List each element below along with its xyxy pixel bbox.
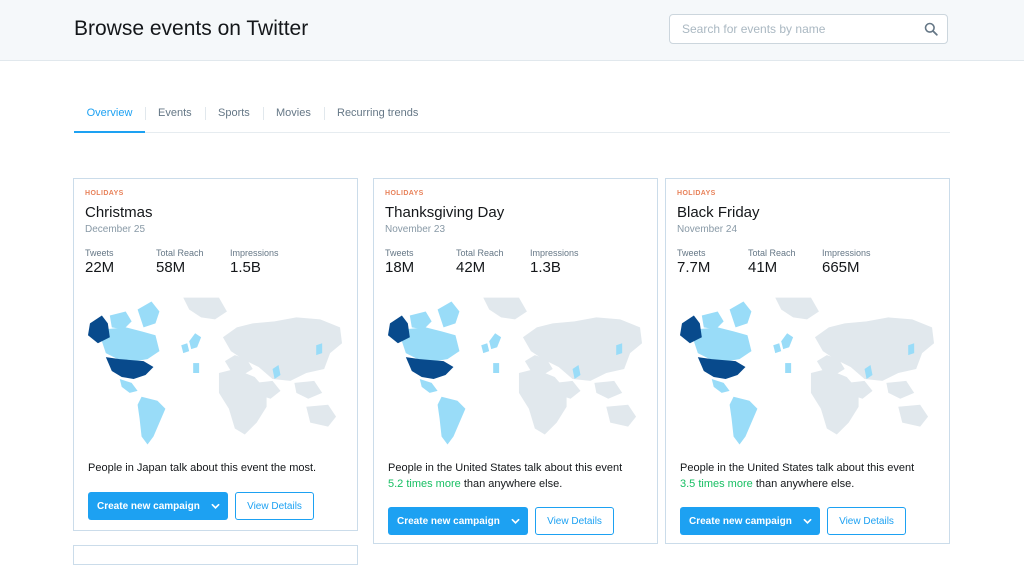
event-card-partial	[73, 545, 358, 565]
world-map	[87, 297, 343, 445]
event-card-christmas: HOLIDAYS Christmas December 25 Tweets 22…	[73, 178, 358, 531]
tweets-value: 22M	[85, 259, 115, 276]
view-details-button[interactable]: View Details	[535, 507, 614, 535]
tweets-value: 7.7M	[677, 259, 711, 276]
create-campaign-label: Create new campaign	[397, 516, 500, 527]
event-category: HOLIDAYS	[677, 190, 716, 197]
tab-divider	[145, 107, 146, 120]
impressions-value: 665M	[822, 259, 860, 276]
event-category: HOLIDAYS	[385, 190, 424, 197]
view-details-button[interactable]: View Details	[235, 492, 314, 520]
chevron-down-icon	[803, 518, 812, 524]
tweets-label: Tweets	[385, 248, 414, 258]
tweets-label: Tweets	[677, 248, 706, 258]
event-insight: People in Japan talk about this event th…	[88, 460, 338, 476]
chevron-down-icon	[211, 503, 220, 509]
tab-divider	[324, 107, 325, 120]
impressions-value: 1.3B	[530, 259, 561, 276]
insight-highlight: 3.5 times more	[680, 478, 753, 490]
event-card-thanksgiving: HOLIDAYS Thanksgiving Day November 23 Tw…	[373, 178, 658, 544]
tab-sports[interactable]: Sports	[218, 107, 250, 119]
event-card-black-friday: HOLIDAYS Black Friday November 24 Tweets…	[665, 178, 950, 544]
impressions-label: Impressions	[530, 248, 579, 258]
tab-bar: Overview Events Sports Movies Recurring …	[74, 101, 950, 133]
search-input[interactable]	[670, 15, 922, 43]
world-map	[387, 297, 643, 445]
insight-text: People in the United States talk about t…	[388, 462, 623, 474]
total-reach-label: Total Reach	[748, 248, 796, 258]
view-details-button[interactable]: View Details	[827, 507, 906, 535]
event-date: November 24	[677, 224, 738, 235]
total-reach-value: 41M	[748, 259, 778, 276]
create-campaign-button[interactable]: Create new campaign	[680, 507, 820, 535]
tab-events[interactable]: Events	[158, 107, 192, 119]
insight-highlight: 5.2 times more	[388, 478, 461, 490]
event-title: Christmas	[85, 204, 153, 221]
create-campaign-button[interactable]: Create new campaign	[388, 507, 528, 535]
tab-divider	[263, 107, 264, 120]
tweets-label: Tweets	[85, 248, 114, 258]
create-campaign-button[interactable]: Create new campaign	[88, 492, 228, 520]
search-icon[interactable]	[924, 22, 938, 36]
tab-movies[interactable]: Movies	[276, 107, 311, 119]
tab-recurring-trends[interactable]: Recurring trends	[337, 107, 419, 119]
total-reach-value: 42M	[456, 259, 486, 276]
impressions-label: Impressions	[230, 248, 279, 258]
event-date: December 25	[85, 224, 146, 235]
world-map	[679, 297, 935, 445]
insight-text: People in the United States talk about t…	[680, 462, 915, 474]
tab-divider	[205, 107, 206, 120]
page-title: Browse events on Twitter	[74, 17, 309, 40]
create-campaign-label: Create new campaign	[689, 516, 792, 527]
total-reach-value: 58M	[156, 259, 186, 276]
chevron-down-icon	[511, 518, 520, 524]
event-insight: People in the United States talk about t…	[388, 460, 638, 492]
event-title: Thanksgiving Day	[385, 204, 505, 221]
impressions-value: 1.5B	[230, 259, 261, 276]
search-box[interactable]	[669, 14, 948, 44]
insight-text-end: than anywhere else.	[463, 478, 563, 490]
event-insight: People in the United States talk about t…	[680, 460, 930, 492]
tab-overview[interactable]: Overview	[74, 101, 145, 133]
total-reach-label: Total Reach	[156, 248, 204, 258]
impressions-label: Impressions	[822, 248, 871, 258]
tweets-value: 18M	[385, 259, 415, 276]
top-header: Browse events on Twitter	[0, 0, 1024, 61]
insight-text: People in Japan talk about this event th…	[88, 462, 317, 474]
event-title: Black Friday	[677, 204, 760, 221]
create-campaign-label: Create new campaign	[97, 501, 200, 512]
event-date: November 23	[385, 224, 446, 235]
total-reach-label: Total Reach	[456, 248, 504, 258]
insight-text-end: than anywhere else.	[755, 478, 855, 490]
event-category: HOLIDAYS	[85, 190, 124, 197]
